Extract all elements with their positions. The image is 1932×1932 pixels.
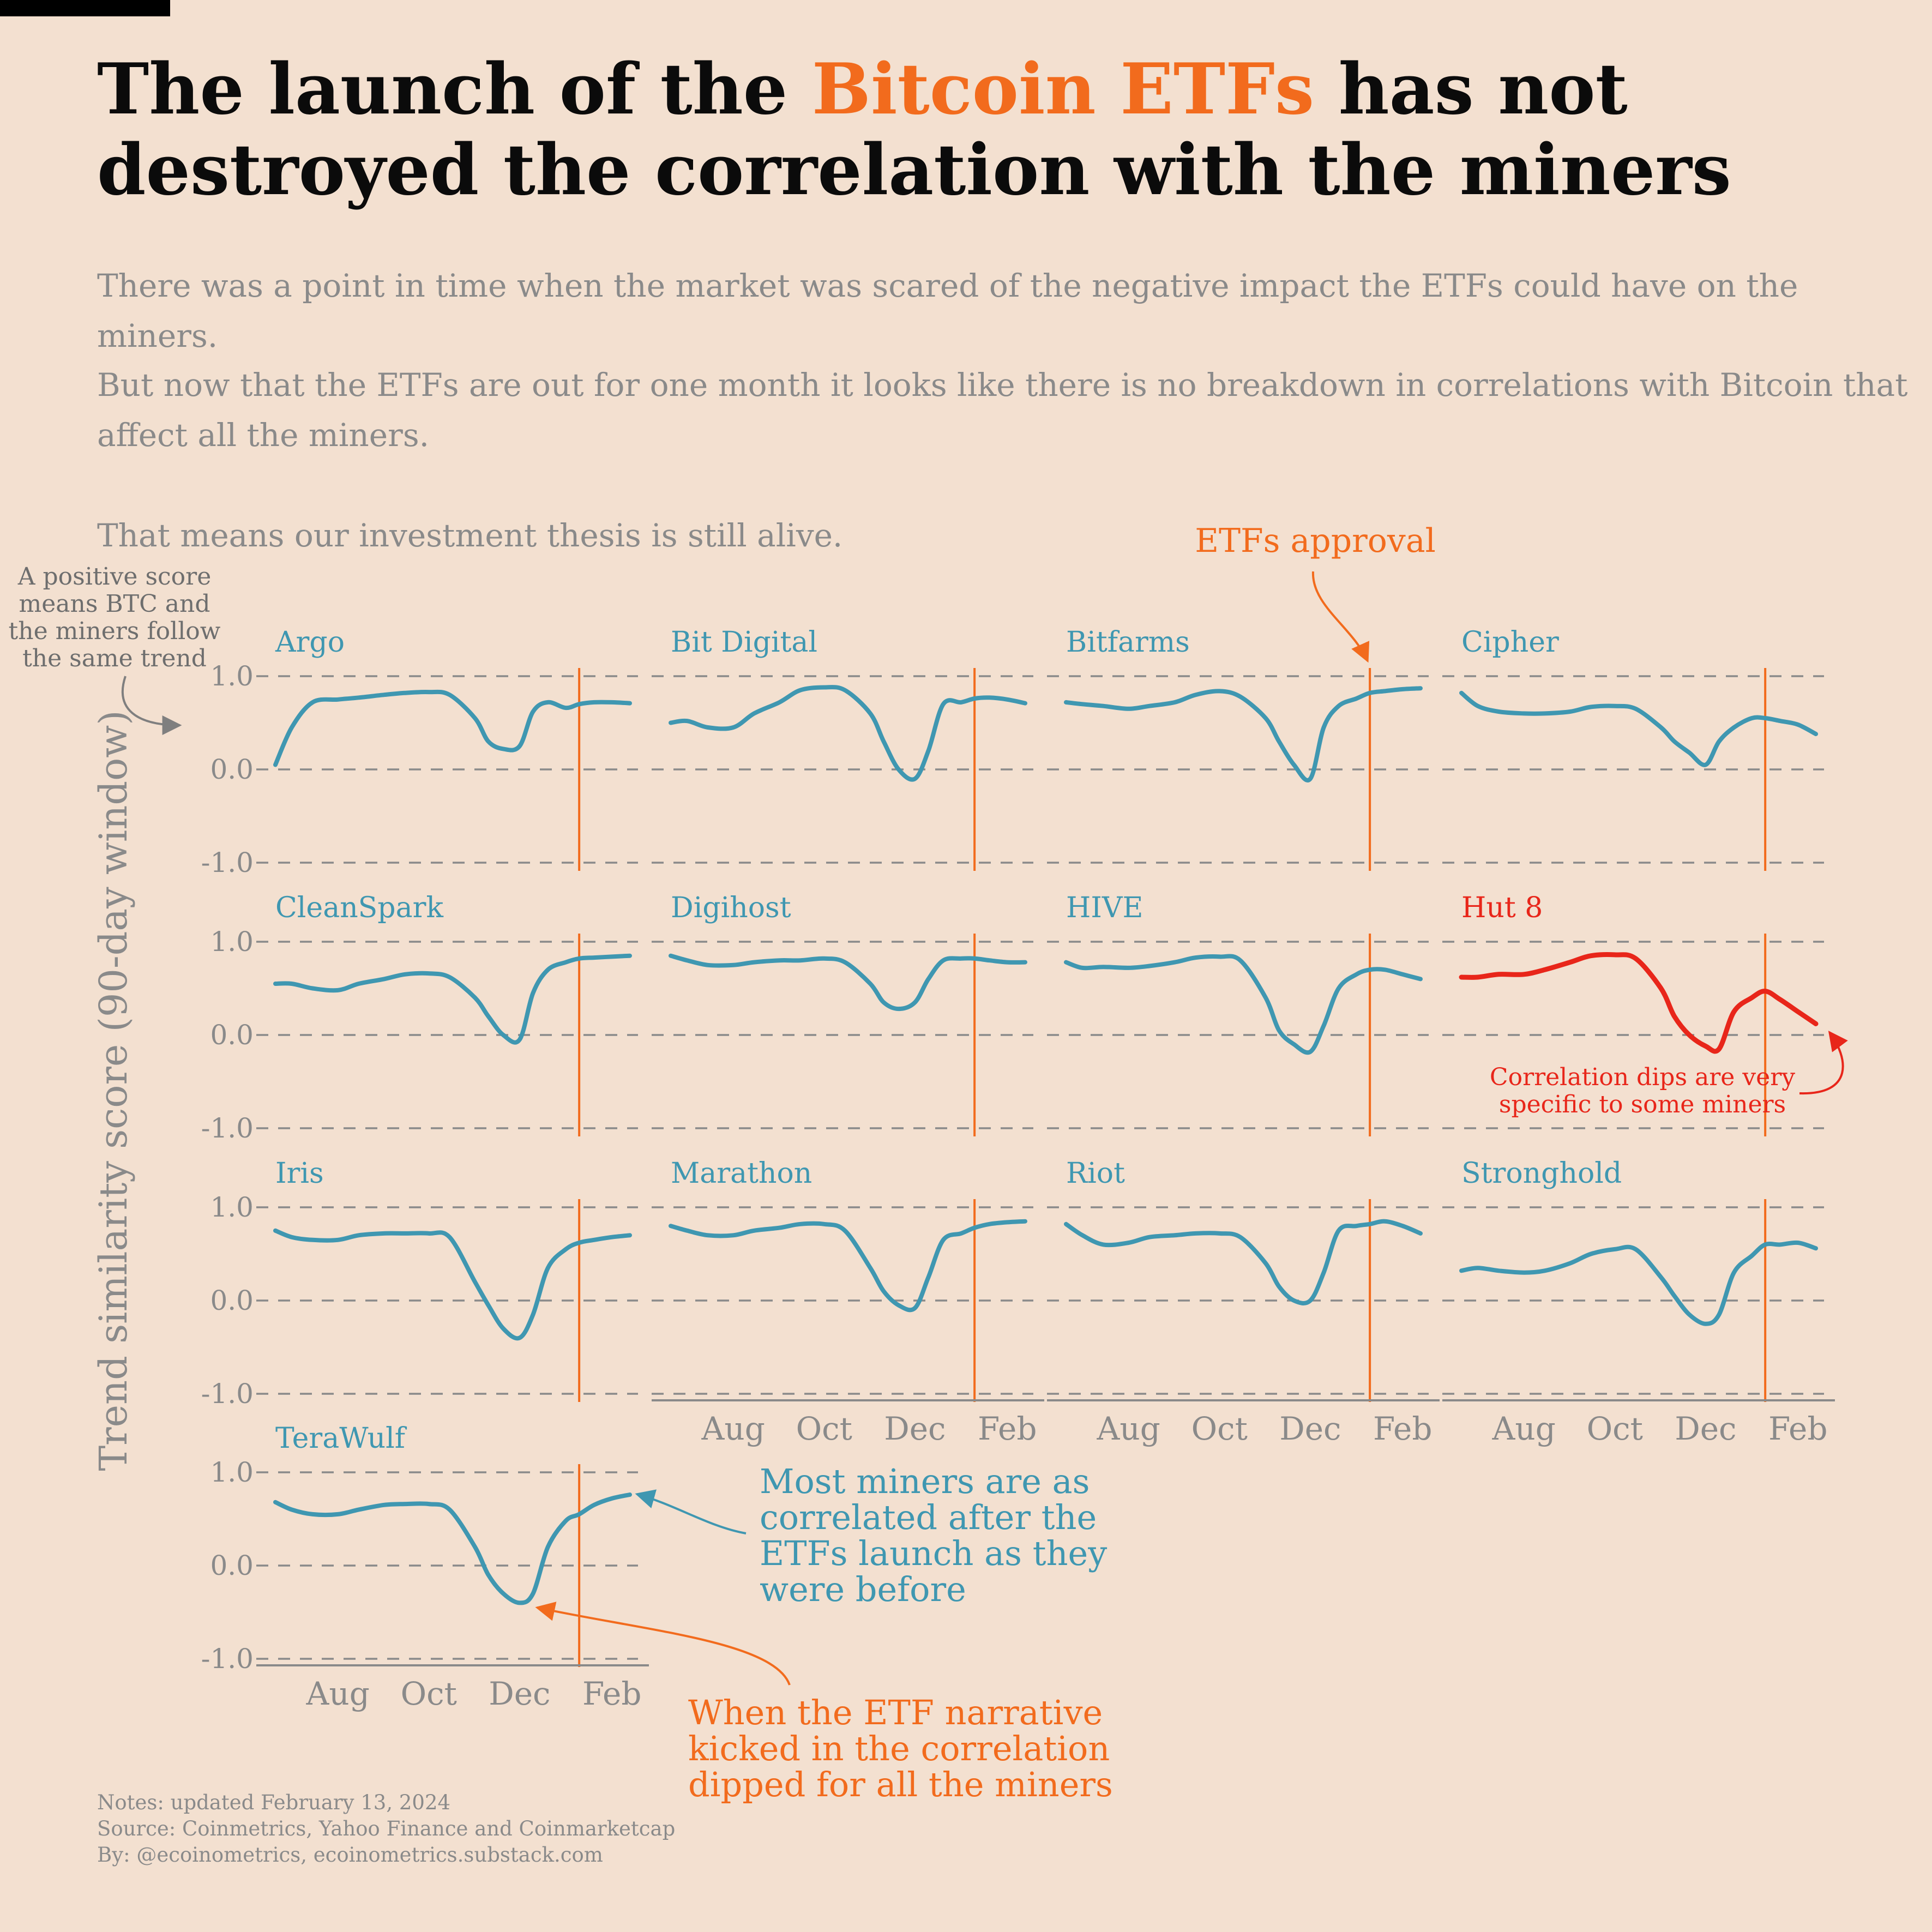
corner-bar	[0, 0, 170, 16]
notes-line-by: By: @ecoinometrics, ecoinometrics.substa…	[97, 1843, 603, 1867]
panel-title-hut-8: Hut 8	[1461, 892, 1543, 924]
x-tick-label: Aug	[306, 1675, 370, 1712]
panel-title-marathon: Marathon	[671, 1157, 812, 1190]
panel-iris: Iris -1.0 0.0 1.0	[201, 1157, 638, 1410]
title-highlight: Bitcoin ETFs	[811, 49, 1314, 130]
panel-title-digihost: Digihost	[671, 892, 791, 924]
panel-terawulf: TeraWulf -1.0 0.0 1.0 Aug Oct Dec Feb	[201, 1422, 649, 1712]
panel-cleanspark: CleanSpark -1.0 0.0 1.0	[201, 892, 638, 1144]
y-tick-label: -1.0	[201, 1643, 254, 1675]
y-tick-label: 1.0	[210, 660, 254, 692]
panel-title-stronghold: Stronghold	[1461, 1157, 1622, 1190]
y-axis-label: Trend similarity score (90-day window)	[91, 710, 136, 1471]
x-tick-label: Aug	[1097, 1410, 1160, 1447]
x-tick-label: Dec	[884, 1410, 946, 1447]
x-tick-label: Oct	[796, 1410, 852, 1447]
y-tick-label: 0.0	[210, 754, 254, 785]
chart-title: The launch of the Bitcoin ETFs has not d…	[97, 49, 1731, 211]
x-tick-label: Feb	[1373, 1410, 1433, 1447]
annotation-arrow-etfs-approval	[1311, 571, 1370, 663]
panel-riot: Riot Aug Oct Dec Feb	[1047, 1157, 1440, 1447]
panel-hive: HIVE	[1047, 892, 1429, 1136]
y-tick-label: -1.0	[201, 1112, 254, 1144]
panel-cipher: Cipher	[1442, 626, 1824, 871]
panels: Argo -1.0 0.0 1.0 Bit Digital Bitfarms Cipher C…	[201, 626, 1835, 1712]
panel-bitfarms: Bitfarms	[1047, 626, 1429, 871]
series-line-riot	[1064, 1219, 1423, 1305]
annotation-etf-narrative: When the ETF narrative kicked in the corr…	[535, 1602, 1113, 1804]
panel-title-cipher: Cipher	[1461, 626, 1559, 659]
panel-bit-digital: Bit Digital	[652, 626, 1033, 871]
annotation-arrow-positive-score	[122, 676, 182, 735]
subtitle-paragraph-1: There was a point in time when the marke…	[97, 267, 1798, 354]
y-tick-label: 0.0	[210, 1285, 254, 1316]
panel-title-terawulf: TeraWulf	[275, 1422, 407, 1455]
annotation-most-miners: Most miners are as correlated after the ET…	[635, 1461, 1107, 1609]
series-line-iris	[273, 1228, 632, 1341]
x-tick-label: Oct	[401, 1675, 457, 1712]
panel-title-iris: Iris	[275, 1157, 324, 1190]
annotation-arrow-correlation-dips	[1799, 1031, 1848, 1095]
series-line-terawulf	[273, 1492, 632, 1605]
annotation-correlation-dips: Correlation dips are very specific to som…	[1490, 1031, 1848, 1118]
subtitle-paragraph-3: That means our investment thesis is stil…	[97, 517, 843, 554]
series-line-hut-8	[1459, 952, 1819, 1054]
y-tick-label: -1.0	[201, 1378, 254, 1410]
x-tick-label: Aug	[701, 1410, 765, 1447]
annotation-positive-score: A positive score means BTC and the miners …	[9, 563, 221, 735]
series-line-cleanspark	[273, 953, 632, 1045]
x-tick-label: Aug	[1492, 1410, 1556, 1447]
series-line-bitfarms	[1064, 686, 1423, 783]
series-line-marathon	[669, 1219, 1027, 1313]
chart-notes: Notes: updated February 13, 2024 Source:…	[97, 1790, 675, 1868]
panel-stronghold: Stronghold Aug Oct Dec Feb	[1442, 1157, 1835, 1447]
panel-title-hive: HIVE	[1066, 892, 1143, 924]
series-line-stronghold	[1459, 1240, 1818, 1326]
series-line-bit-digital	[669, 685, 1027, 782]
panel-title-cleanspark: CleanSpark	[275, 892, 443, 924]
annotation-arrow-etf-narrative	[535, 1602, 791, 1686]
panel-digihost: Digihost	[652, 892, 1033, 1136]
x-tick-label: Feb	[978, 1410, 1037, 1447]
panel-title-riot: Riot	[1066, 1157, 1125, 1190]
notes-line-source: Source: Coinmetrics, Yahoo Finance and C…	[97, 1817, 676, 1840]
y-tick-label: -1.0	[201, 847, 254, 878]
y-tick-label: 1.0	[210, 926, 254, 958]
y-tick-label: 1.0	[210, 1191, 254, 1223]
series-line-argo	[273, 689, 632, 767]
panel-marathon: Marathon Aug Oct Dec Feb	[652, 1157, 1044, 1447]
x-tick-label: Feb	[582, 1675, 642, 1712]
series-line-cipher	[1459, 690, 1818, 767]
series-line-digihost	[669, 953, 1027, 1012]
panel-hut-8: Hut 8	[1442, 892, 1824, 1136]
series-line-hive	[1064, 954, 1423, 1055]
x-tick-label: Dec	[1675, 1410, 1736, 1447]
subtitle-paragraph-2: But now that the ETFs are out for one mo…	[97, 366, 1908, 454]
svg-text:ETFs approval: ETFs approval	[1195, 522, 1436, 560]
x-tick-label: Dec	[1279, 1410, 1341, 1447]
x-tick-label: Oct	[1587, 1410, 1643, 1447]
y-tick-label: 0.0	[210, 1550, 254, 1581]
annotation-arrow-most-miners	[635, 1489, 747, 1534]
panel-title-bit-digital: Bit Digital	[671, 626, 817, 659]
notes-line-updated: Notes: updated February 13, 2024	[97, 1791, 451, 1814]
x-tick-label: Feb	[1768, 1410, 1828, 1447]
x-tick-label: Dec	[489, 1675, 550, 1712]
annotation-etfs-approval: ETFs approval	[1195, 522, 1436, 663]
panel-argo: Argo -1.0 0.0 1.0	[201, 626, 638, 878]
y-tick-label: 1.0	[210, 1456, 254, 1488]
y-tick-label: 0.0	[210, 1019, 254, 1051]
panel-title-bitfarms: Bitfarms	[1066, 626, 1190, 659]
x-tick-label: Oct	[1191, 1410, 1248, 1447]
panel-title-argo: Argo	[275, 626, 345, 659]
